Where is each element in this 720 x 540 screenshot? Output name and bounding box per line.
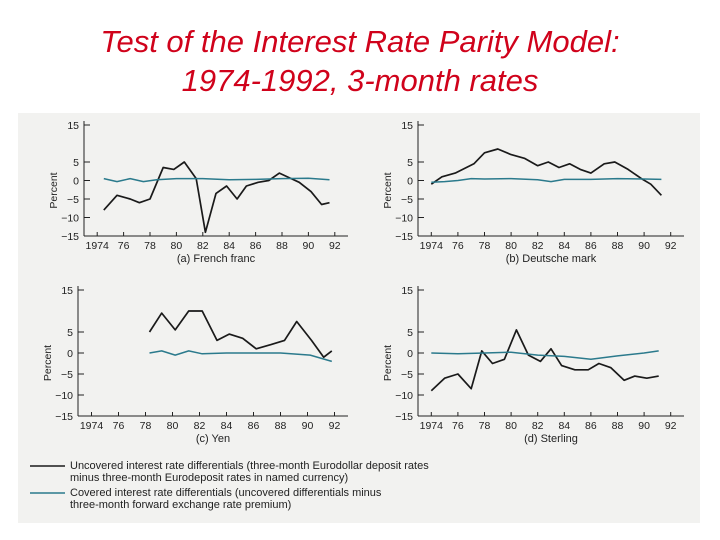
y-tick-label: −10 bbox=[395, 390, 413, 402]
y-tick-label: 0 bbox=[73, 176, 79, 188]
legend-uncovered-line-2: minus three-month Eurodeposit rates in n… bbox=[70, 472, 348, 484]
x-tick-label: 76 bbox=[452, 420, 464, 432]
x-tick-label: 78 bbox=[144, 240, 156, 252]
chart-sterling: 15 5 0 −5 −10 −15 1974 76 78 80 82 84 86 88 90 92 Percen… bbox=[382, 285, 684, 445]
x-tick-label: 88 bbox=[612, 240, 624, 252]
x-tick-label: 1974 bbox=[420, 420, 444, 432]
x-tick-label: 1974 bbox=[420, 240, 444, 252]
y-tick-label: 5 bbox=[407, 327, 413, 339]
x-tick-label: 92 bbox=[329, 240, 341, 252]
x-tick-label: 88 bbox=[612, 420, 624, 432]
y-axis-label: Percent bbox=[42, 345, 54, 381]
x-tick-label: 82 bbox=[197, 240, 209, 252]
x-tick-label: 76 bbox=[113, 420, 125, 432]
chart-caption: (a) French franc bbox=[177, 253, 256, 265]
y-tick-label: −15 bbox=[395, 231, 413, 243]
x-tick-label: 90 bbox=[303, 240, 315, 252]
x-tick-label: 1974 bbox=[80, 420, 104, 432]
series-line-covered bbox=[431, 177, 662, 184]
series-line-covered bbox=[149, 350, 333, 363]
y-tick-label: 0 bbox=[67, 348, 73, 360]
x-tick-label: 84 bbox=[221, 420, 233, 432]
y-tick-label: 15 bbox=[401, 120, 413, 132]
chart-caption: (c) Yen bbox=[196, 433, 230, 445]
y-tick-label: −15 bbox=[61, 231, 79, 243]
chart-french-franc: 15 5 0 −5 −10 −15 1974 76 78 80 82 84 86 88 90 92 Percen… bbox=[48, 120, 348, 265]
x-tick-label: 86 bbox=[585, 240, 597, 252]
slide-title-line-1: Test of the Interest Rate Parity Model: bbox=[100, 24, 620, 59]
y-tick-label: 15 bbox=[67, 120, 79, 132]
figure-panel: 15 5 0 −5 −10 −15 1974 76 78 80 82 84 86 88 90 92 Percen… bbox=[18, 113, 700, 523]
y-tick-label: −10 bbox=[55, 390, 73, 402]
x-tick-label: 90 bbox=[638, 420, 650, 432]
y-tick-label: 15 bbox=[61, 285, 73, 297]
x-tick-label: 86 bbox=[248, 420, 260, 432]
x-tick-label: 92 bbox=[665, 420, 677, 432]
y-tick-label: 15 bbox=[401, 285, 413, 297]
x-tick-label: 82 bbox=[532, 240, 544, 252]
x-tick-label: 76 bbox=[118, 240, 130, 252]
figure-svg: 15 5 0 −5 −10 −15 1974 76 78 80 82 84 86 88 90 92 Percen… bbox=[30, 120, 684, 511]
series-line-uncovered bbox=[430, 329, 659, 392]
chart-caption: (d) Sterling bbox=[524, 433, 578, 445]
chart-yen: 15 5 0 −5 −10 −15 1974 76 78 80 82 84 86 88 90 92 Percen… bbox=[42, 285, 348, 445]
legend-covered-line-1: Covered interest rate differentials (unc… bbox=[70, 487, 382, 499]
y-tick-label: −5 bbox=[401, 194, 413, 206]
x-tick-label: 90 bbox=[302, 420, 314, 432]
legend: Uncovered interest rate differentials (t… bbox=[30, 460, 429, 511]
y-tick-label: −15 bbox=[55, 411, 73, 423]
series-line-uncovered bbox=[148, 310, 333, 359]
slide-title-line-2: 1974-1992, 3-month rates bbox=[181, 63, 539, 98]
y-tick-label: 0 bbox=[407, 176, 413, 188]
series-line-covered bbox=[431, 350, 659, 361]
x-tick-label: 88 bbox=[276, 240, 288, 252]
slide-title: Test of the Interest Rate Parity Model: … bbox=[0, 22, 720, 100]
x-tick-label: 92 bbox=[665, 240, 677, 252]
y-tick-label: 5 bbox=[67, 327, 73, 339]
y-axis-label: Percent bbox=[382, 345, 394, 381]
y-tick-label: 5 bbox=[407, 157, 413, 169]
x-tick-label: 92 bbox=[329, 420, 341, 432]
y-tick-label: 5 bbox=[73, 157, 79, 169]
x-tick-label: 86 bbox=[250, 240, 262, 252]
series-line-covered bbox=[103, 177, 330, 183]
legend-covered-line-2: three-month forward exchange rate premiu… bbox=[70, 499, 291, 511]
chart-caption: (b) Deutsche mark bbox=[506, 253, 597, 265]
y-tick-label: −5 bbox=[67, 194, 79, 206]
y-tick-label: 0 bbox=[407, 348, 413, 360]
x-tick-label: 84 bbox=[558, 240, 570, 252]
chart-deutsche-mark: 15 5 0 −5 −10 −15 1974 76 78 80 82 84 86 88 90 92 Percen… bbox=[382, 120, 684, 265]
legend-uncovered-line-1: Uncovered interest rate differentials (t… bbox=[70, 460, 429, 472]
y-tick-label: −5 bbox=[61, 369, 73, 381]
y-tick-label: −10 bbox=[395, 213, 413, 225]
x-tick-label: 80 bbox=[171, 240, 183, 252]
x-tick-label: 88 bbox=[275, 420, 287, 432]
y-axis-label: Percent bbox=[48, 172, 60, 208]
x-tick-label: 1974 bbox=[86, 240, 110, 252]
series-line-uncovered bbox=[430, 148, 663, 196]
x-tick-label: 80 bbox=[505, 240, 517, 252]
x-tick-label: 80 bbox=[505, 420, 517, 432]
y-axis-label: Percent bbox=[382, 172, 394, 208]
x-tick-label: 86 bbox=[585, 420, 597, 432]
y-tick-label: −15 bbox=[395, 411, 413, 423]
x-tick-label: 80 bbox=[167, 420, 179, 432]
x-tick-label: 76 bbox=[452, 240, 464, 252]
x-tick-label: 84 bbox=[223, 240, 235, 252]
x-tick-label: 78 bbox=[479, 420, 491, 432]
y-tick-label: −5 bbox=[401, 369, 413, 381]
x-tick-label: 78 bbox=[479, 240, 491, 252]
x-tick-label: 82 bbox=[194, 420, 206, 432]
x-tick-label: 90 bbox=[638, 240, 650, 252]
series-line-uncovered bbox=[103, 161, 330, 234]
x-tick-label: 84 bbox=[558, 420, 570, 432]
y-tick-label: −10 bbox=[61, 213, 79, 225]
x-tick-label: 82 bbox=[532, 420, 544, 432]
x-tick-label: 78 bbox=[140, 420, 152, 432]
